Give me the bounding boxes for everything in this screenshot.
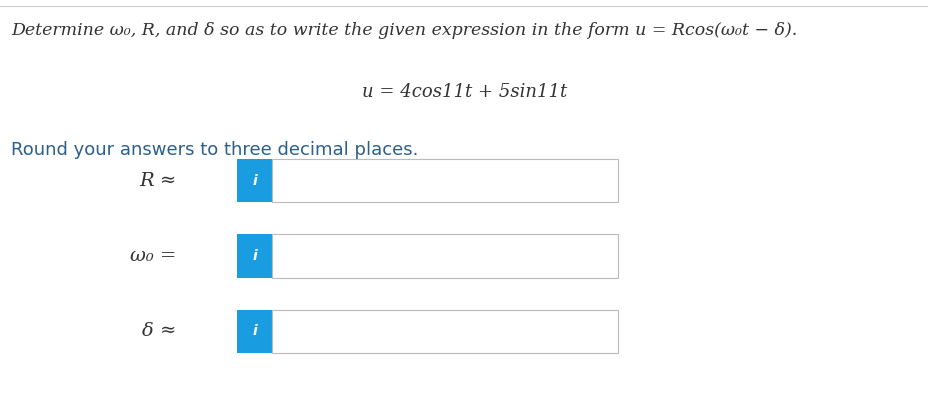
- Text: i: i: [251, 173, 257, 188]
- FancyBboxPatch shape: [237, 159, 272, 202]
- Text: u = 4cos11t + 5sin11t: u = 4cos11t + 5sin11t: [362, 83, 566, 101]
- Text: R ≈: R ≈: [139, 172, 176, 190]
- FancyBboxPatch shape: [237, 310, 272, 353]
- FancyBboxPatch shape: [237, 234, 272, 278]
- Text: Determine ω₀, R, and δ so as to write the given expression in the form u = Rcos(: Determine ω₀, R, and δ so as to write th…: [11, 22, 796, 39]
- FancyBboxPatch shape: [272, 234, 617, 278]
- Text: δ ≈: δ ≈: [142, 322, 176, 341]
- FancyBboxPatch shape: [272, 310, 617, 353]
- FancyBboxPatch shape: [272, 159, 617, 202]
- Text: i: i: [251, 324, 257, 339]
- Text: ω₀ =: ω₀ =: [130, 247, 176, 265]
- Text: Round your answers to three decimal places.: Round your answers to three decimal plac…: [11, 141, 419, 159]
- Text: i: i: [251, 249, 257, 263]
